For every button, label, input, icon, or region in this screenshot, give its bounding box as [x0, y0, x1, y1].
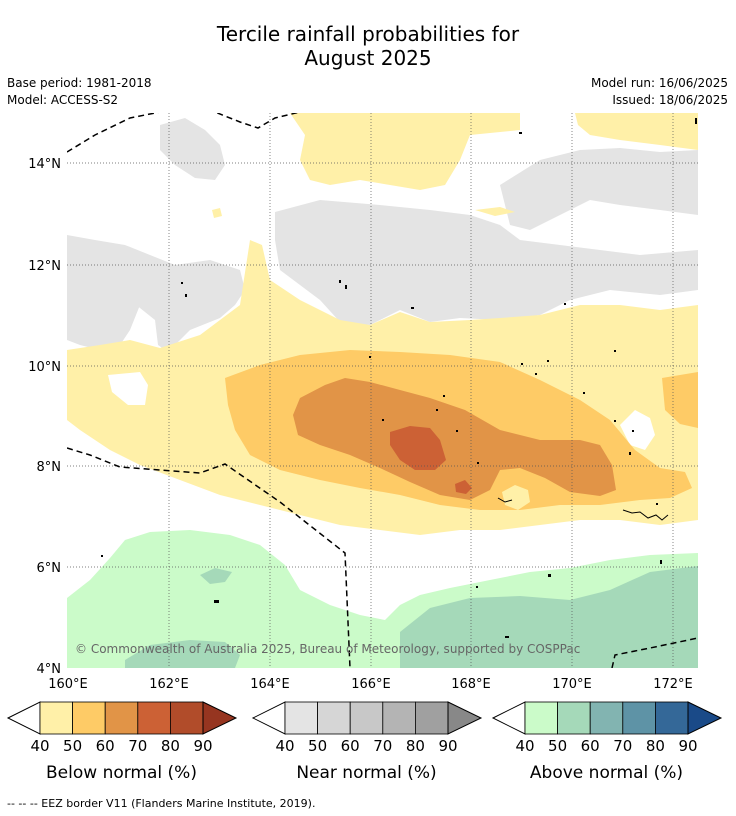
lon-label-166: 166°E — [351, 677, 391, 692]
colorbar-segment — [72, 701, 106, 735]
meta-left: Base period: 1981-2018 Model: ACCESS-S2 — [7, 75, 152, 109]
lat-label-12: 12°N — [28, 259, 61, 274]
near-normal-region-northeast — [500, 148, 698, 230]
colorbar-tick-label: 80 — [161, 737, 180, 755]
colorbar-segment — [655, 701, 689, 735]
colorbar-segment — [382, 701, 416, 735]
colorbar-segment — [589, 701, 624, 735]
colorbar-above-normal: 40 50 60 70 80 90 Above normal (%) — [491, 701, 723, 783]
colorbar-tick-label: 60 — [96, 737, 115, 755]
lat-label-6: 6°N — [37, 561, 62, 576]
map-shading — [67, 113, 698, 668]
colorbar-segment — [557, 701, 591, 735]
lon-label-160: 160°E — [48, 677, 88, 692]
below-normal-40-small-1 — [475, 207, 515, 216]
eez-borders — [67, 113, 698, 668]
colorbar-tick-label: 90 — [438, 737, 457, 755]
lon-label-170: 170°E — [552, 677, 592, 692]
eez-border-southeast — [611, 637, 698, 668]
below-normal-70-core — [390, 426, 446, 470]
colorbar-left-arrow — [6, 701, 41, 735]
above-normal-50-small — [200, 568, 232, 584]
colorbar-left-arrow — [491, 701, 526, 735]
below-normal-40-north-east — [575, 113, 698, 150]
colorbar-tick-label: 60 — [341, 737, 360, 755]
colorbar-tick-label: 90 — [193, 737, 212, 755]
colorbar-tick-label: 40 — [30, 737, 49, 755]
colorbar-segment — [524, 701, 558, 735]
near-normal-region-west — [67, 235, 245, 352]
colorbar-tick-label: 50 — [548, 737, 567, 755]
colorbar-tick-label: 90 — [678, 737, 697, 755]
colorbar-tick-label: 50 — [308, 737, 327, 755]
above-normal-50-east — [400, 566, 698, 668]
colorbar-tick-label: 80 — [646, 737, 665, 755]
colorbar-tick-label: 60 — [581, 737, 600, 755]
colorbar-segment — [39, 701, 73, 735]
eez-border-north — [67, 113, 300, 153]
colorbar-tick-label: 70 — [613, 737, 632, 755]
below-normal-40-north — [290, 113, 520, 190]
islands — [101, 118, 697, 638]
lon-label-164: 164°E — [250, 677, 290, 692]
colorbar-title: Below normal (%) — [46, 763, 197, 783]
lat-label-14: 14°N — [28, 157, 61, 172]
colorbar-segment — [284, 701, 318, 735]
colorbar-tick-label: 40 — [515, 737, 534, 755]
colorbar-tick-label: 80 — [406, 737, 425, 755]
model-text: Model: ACCESS-S2 — [7, 93, 119, 107]
above-normal-50-west — [125, 640, 240, 668]
white-hole-west — [108, 372, 148, 405]
lat-label-10: 10°N — [28, 360, 61, 375]
lon-label-172: 172°E — [653, 677, 693, 692]
lon-label-162: 162°E — [149, 677, 189, 692]
near-normal-region-east-small — [610, 255, 648, 280]
title-line-1: Tercile rainfall probabilities for — [216, 22, 520, 46]
below-normal-50-east — [662, 372, 698, 428]
copyright-text: © Commonwealth of Australia 2025, Bureau… — [75, 642, 580, 656]
white-hole-east — [620, 410, 655, 450]
colorbar-tick-label: 50 — [63, 737, 82, 755]
colorbar-tick-label: 40 — [275, 737, 294, 755]
lon-label-168: 168°E — [451, 677, 491, 692]
colorbar-right-arrow — [202, 701, 238, 735]
map-title: Tercile rainfall probabilities for Augus… — [0, 22, 736, 70]
colorbar-segment — [317, 701, 351, 735]
near-normal-region-north — [160, 118, 225, 180]
near-normal-region-west-2 — [67, 235, 140, 350]
colorbar-below-normal: 40 50 60 70 80 90 Below normal (%) — [6, 701, 238, 783]
meta-right: Model run: 16/06/2025 Issued: 18/06/2025 — [591, 75, 728, 109]
model-run-text: Model run: 16/06/2025 — [590, 76, 728, 90]
issued-text: Issued: 18/06/2025 — [612, 93, 728, 107]
colorbar-segment — [622, 701, 656, 735]
colorbar-tick-label: 70 — [128, 737, 147, 755]
colorbar-segment — [169, 701, 204, 735]
lat-labels: 14°N 12°N 10°N 8°N 6°N 4°N — [28, 157, 61, 677]
colorbar-segment — [349, 701, 384, 735]
title-line-2: August 2025 — [304, 46, 432, 70]
base-period-text: Base period: 1981-2018 — [7, 76, 152, 90]
lon-labels: 160°E 162°E 164°E 166°E 168°E 170°E 172°… — [48, 677, 693, 692]
colorbar-left-arrow — [251, 701, 286, 735]
below-normal-40-ring — [502, 485, 530, 510]
colorbar-segment — [414, 701, 449, 735]
colorbar-segment — [137, 701, 171, 735]
gridlines — [67, 113, 698, 668]
lat-label-8: 8°N — [37, 460, 62, 475]
colorbar-title: Near normal (%) — [296, 763, 436, 783]
colorbar-title: Above normal (%) — [530, 763, 683, 783]
below-normal-40-small-2 — [212, 208, 222, 218]
below-normal-70-small — [455, 480, 472, 494]
colorbar-right-arrow — [447, 701, 483, 735]
lat-label-4: 4°N — [37, 662, 62, 677]
colorbar-right-arrow — [687, 701, 723, 735]
colorbar-tick-label: 70 — [373, 737, 392, 755]
near-normal-region-central — [275, 200, 698, 325]
colorbar-segment — [104, 701, 139, 735]
below-normal-60-core — [293, 378, 616, 500]
eez-footnote: -- -- -- EEZ border V11 (Flanders Marine… — [7, 797, 316, 810]
